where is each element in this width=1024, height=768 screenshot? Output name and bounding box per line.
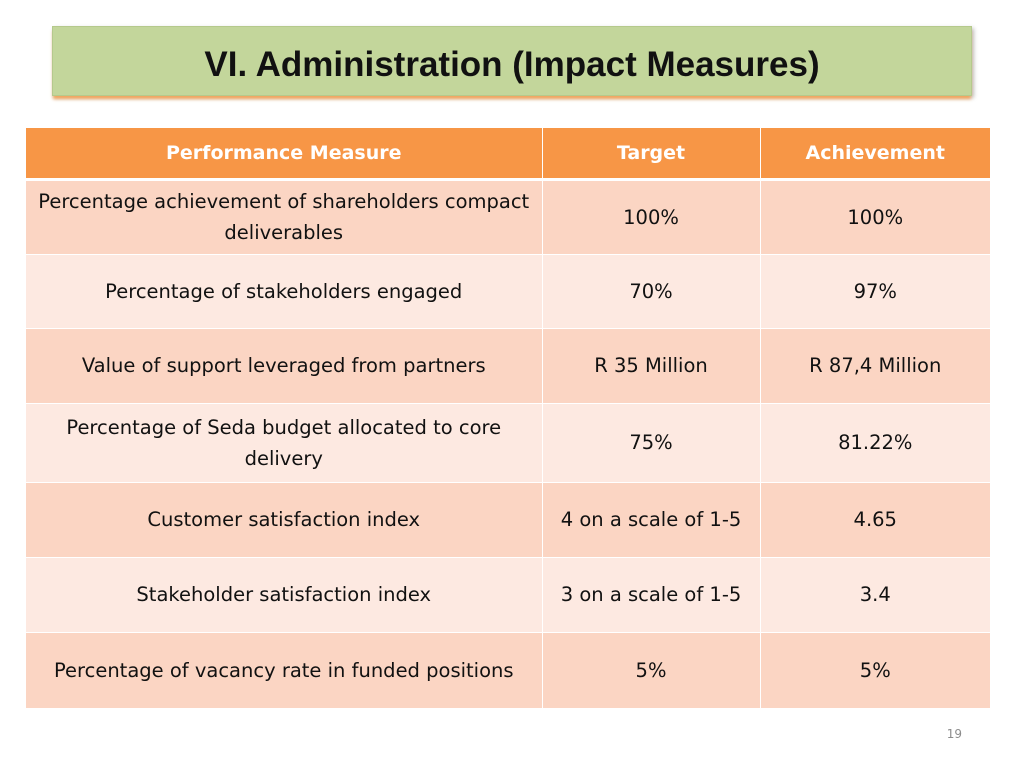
achievement-cell: 5% bbox=[760, 632, 990, 709]
achievement-cell: R 87,4 Million bbox=[760, 328, 990, 404]
measure-cell: Stakeholder satisfaction index bbox=[26, 557, 543, 633]
measure-cell: Percentage of Seda budget allocated to c… bbox=[26, 403, 543, 483]
achievement-cell: 97% bbox=[760, 254, 990, 329]
header-performance-measure: Performance Measure bbox=[26, 128, 543, 181]
table-row: Value of support leveraged from partners… bbox=[26, 328, 990, 404]
target-cell: 70% bbox=[542, 254, 761, 329]
target-cell: 75% bbox=[542, 403, 761, 483]
achievement-cell: 3.4 bbox=[760, 557, 990, 633]
target-cell: 5% bbox=[542, 632, 761, 709]
impact-measures-table: Performance Measure Target Achievement P… bbox=[26, 128, 990, 709]
target-cell: 3 on a scale of 1-5 bbox=[542, 557, 761, 633]
table-row: Customer satisfaction index 4 on a scale… bbox=[26, 482, 990, 558]
target-cell: R 35 Million bbox=[542, 328, 761, 404]
slide-title: VI. Administration (Impact Measures) bbox=[204, 45, 820, 84]
title-banner: VI. Administration (Impact Measures) bbox=[52, 26, 972, 96]
measure-cell: Value of support leveraged from partners bbox=[26, 328, 543, 404]
measure-cell: Customer satisfaction index bbox=[26, 482, 543, 558]
header-target: Target bbox=[542, 128, 761, 181]
table-row: Stakeholder satisfaction index 3 on a sc… bbox=[26, 557, 990, 633]
measure-cell: Percentage achievement of shareholders c… bbox=[26, 179, 543, 255]
table-row: Percentage of stakeholders engaged 70% 9… bbox=[26, 254, 990, 329]
achievement-cell: 100% bbox=[760, 179, 990, 255]
target-cell: 100% bbox=[542, 179, 761, 255]
target-cell: 4 on a scale of 1-5 bbox=[542, 482, 761, 558]
page-number: 19 bbox=[946, 727, 962, 741]
achievement-cell: 4.65 bbox=[760, 482, 990, 558]
measure-cell: Percentage of vacancy rate in funded pos… bbox=[26, 632, 543, 709]
measure-cell: Percentage of stakeholders engaged bbox=[26, 254, 543, 329]
header-achievement: Achievement bbox=[760, 128, 990, 181]
table-header-row: Performance Measure Target Achievement bbox=[26, 128, 990, 181]
table-row: Percentage of vacancy rate in funded pos… bbox=[26, 632, 990, 709]
achievement-cell: 81.22% bbox=[760, 403, 990, 483]
table-row: Percentage achievement of shareholders c… bbox=[26, 179, 990, 255]
table-row: Percentage of Seda budget allocated to c… bbox=[26, 403, 990, 483]
